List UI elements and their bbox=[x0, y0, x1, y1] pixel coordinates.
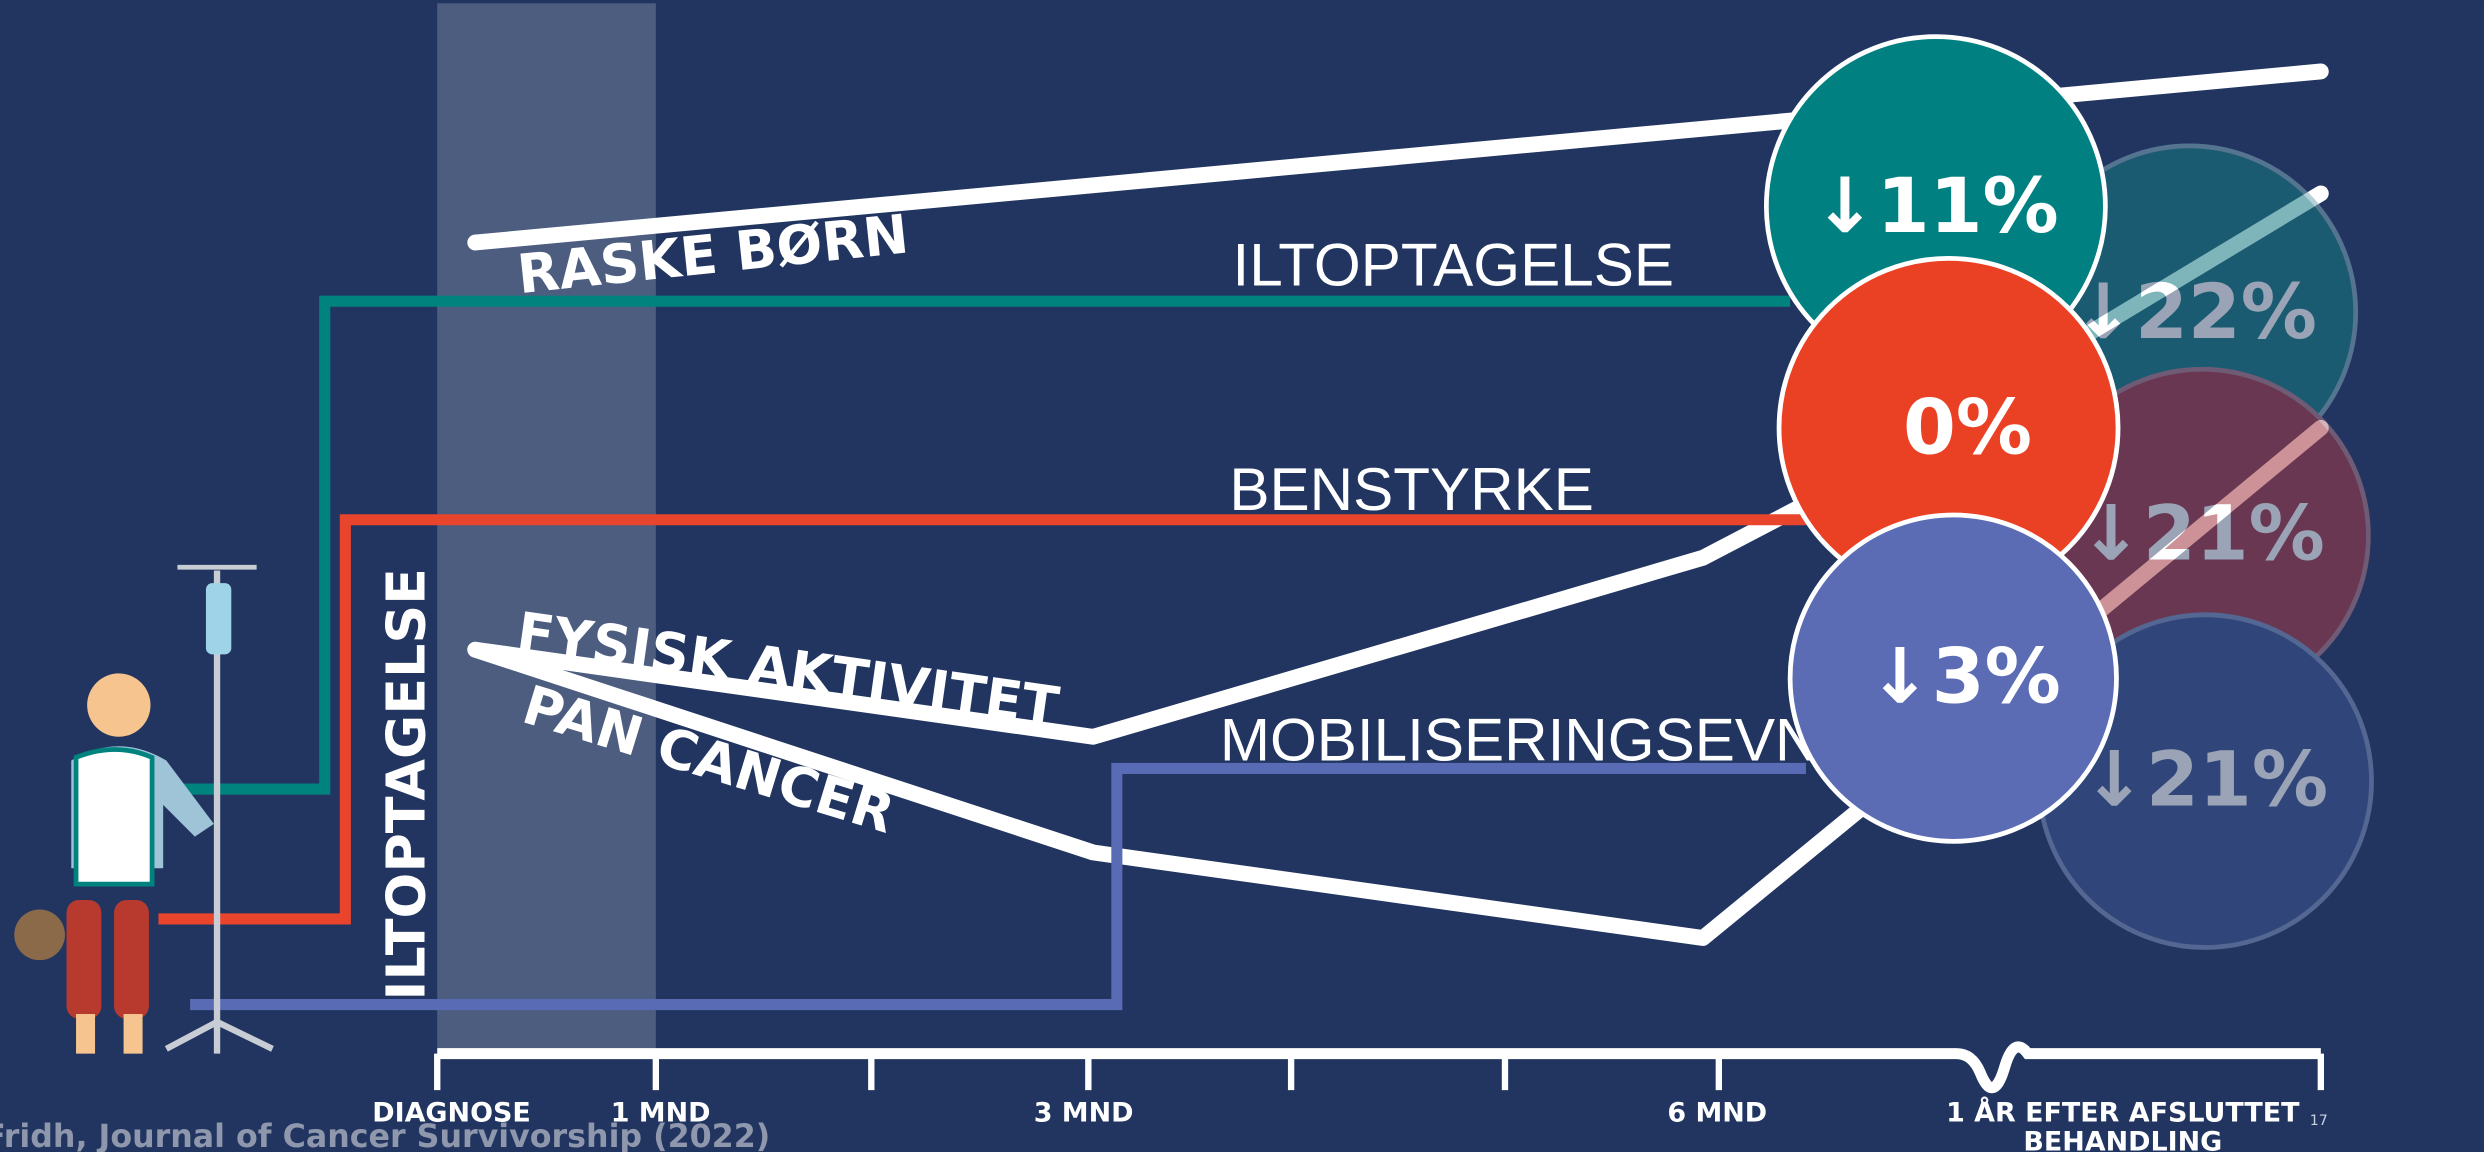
axis-ticks bbox=[434, 1053, 2324, 1091]
tick-label: 1 MND bbox=[611, 1098, 711, 1129]
oxygen-connector bbox=[158, 295, 1791, 795]
highlight-band bbox=[437, 3, 656, 1054]
mobility-percent: ↓3% bbox=[1868, 631, 2061, 720]
leg-percent: 0% bbox=[1903, 383, 2032, 472]
oxygen-percent: ↓11% bbox=[1813, 161, 2059, 250]
time-axis bbox=[437, 1041, 2321, 1094]
tick-label: BEHANDLING bbox=[2023, 1126, 2222, 1152]
tick-label: 6 MND bbox=[1667, 1098, 1767, 1129]
faded-percent: ↓22% bbox=[2071, 267, 2317, 356]
faded-percent: ↓21% bbox=[2079, 489, 2325, 578]
tick-label: DIAGNOSE bbox=[372, 1098, 531, 1129]
mobility-label: MOBILISERINGSEVNE bbox=[1220, 707, 1859, 774]
mobility-circle bbox=[1787, 512, 2119, 844]
faded-circles: ↓22% ↓21% ↓21% bbox=[2020, 143, 2374, 950]
mobility-connector bbox=[190, 762, 1806, 1011]
citation: Fridh, Journal of Cancer Survivorship (2… bbox=[0, 1119, 770, 1152]
vertical-label: ILTOPTAGELSE bbox=[375, 568, 438, 1001]
leg-label: BENSTYRKE bbox=[1229, 456, 1594, 523]
leg-connector bbox=[158, 514, 1806, 925]
tick-label: 3 MND bbox=[1034, 1098, 1134, 1129]
oxygen-label: ILTOPTAGELSE bbox=[1232, 231, 1674, 298]
page-number: 17 bbox=[2310, 1113, 2328, 1129]
tick-label: 1 ÅR EFTER AFSLUTTET bbox=[1946, 1097, 2300, 1129]
faded-percent: ↓21% bbox=[2082, 734, 2328, 823]
patient-illustration bbox=[14, 564, 274, 1054]
